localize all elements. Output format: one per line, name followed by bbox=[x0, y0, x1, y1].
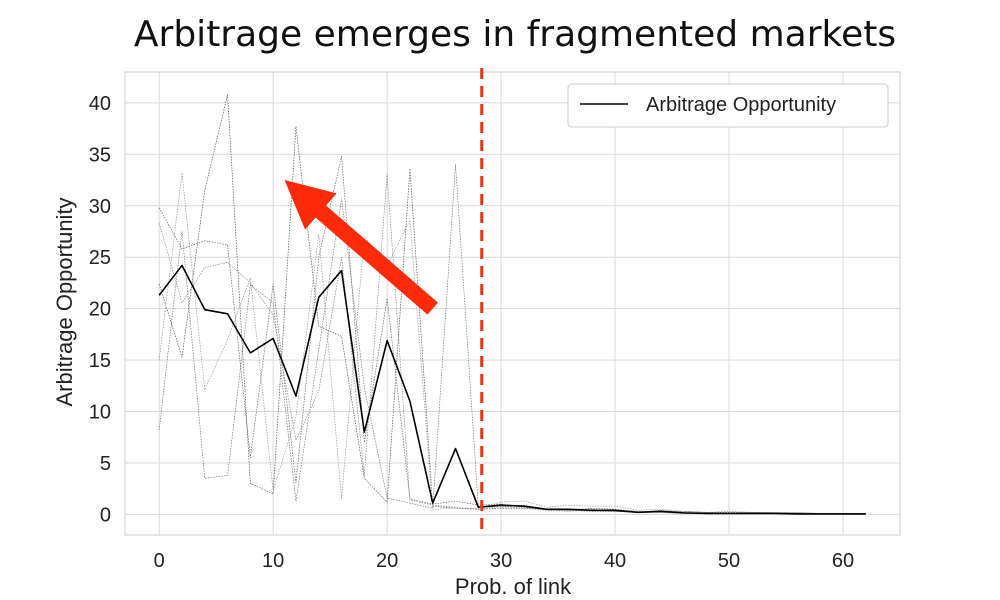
tick-labels: 0 10 20 30 40 50 60 0 5 10 15 20 25 30 35 40 bbox=[89, 93, 854, 572]
x-tick-label: 10 bbox=[262, 550, 284, 572]
x-tick-label: 20 bbox=[376, 550, 398, 572]
y-tick-label: 0 bbox=[100, 504, 111, 526]
chart-title: Arbitrage emerges in fragmented markets bbox=[133, 14, 897, 55]
y-tick-label: 30 bbox=[89, 196, 111, 218]
y-tick-label: 35 bbox=[89, 144, 111, 166]
x-tick-label: 0 bbox=[154, 550, 165, 572]
x-tick-label: 30 bbox=[490, 550, 512, 572]
y-tick-label: 15 bbox=[89, 350, 111, 372]
run-series-line bbox=[158, 172, 866, 514]
plot-frame bbox=[124, 71, 901, 536]
y-tick-label: 40 bbox=[89, 93, 111, 115]
run-series-line bbox=[158, 94, 866, 515]
y-tick-label: 25 bbox=[89, 247, 111, 269]
legend: Arbitrage Opportunity bbox=[567, 83, 889, 128]
run-series-line bbox=[158, 164, 866, 515]
run-series-line bbox=[158, 156, 866, 514]
x-tick-label: 60 bbox=[832, 550, 854, 572]
y-tick-label: 20 bbox=[89, 299, 111, 321]
mean-series-line bbox=[158, 264, 866, 515]
grid-lines bbox=[125, 72, 900, 535]
annotation-arrow bbox=[284, 180, 438, 315]
y-tick-label: 5 bbox=[100, 453, 111, 475]
series-layer bbox=[158, 94, 866, 515]
x-tick-label: 40 bbox=[604, 550, 626, 572]
y-axis-label: Arbitrage Opportunity bbox=[52, 197, 77, 406]
x-tick-label: 50 bbox=[718, 550, 740, 572]
legend-box bbox=[567, 83, 889, 128]
y-tick-label: 10 bbox=[89, 402, 111, 424]
annotation-arrow-layer bbox=[284, 180, 438, 315]
legend-label: Arbitrage Opportunity bbox=[646, 94, 836, 116]
x-axis-label: Prob. of link bbox=[455, 574, 572, 599]
